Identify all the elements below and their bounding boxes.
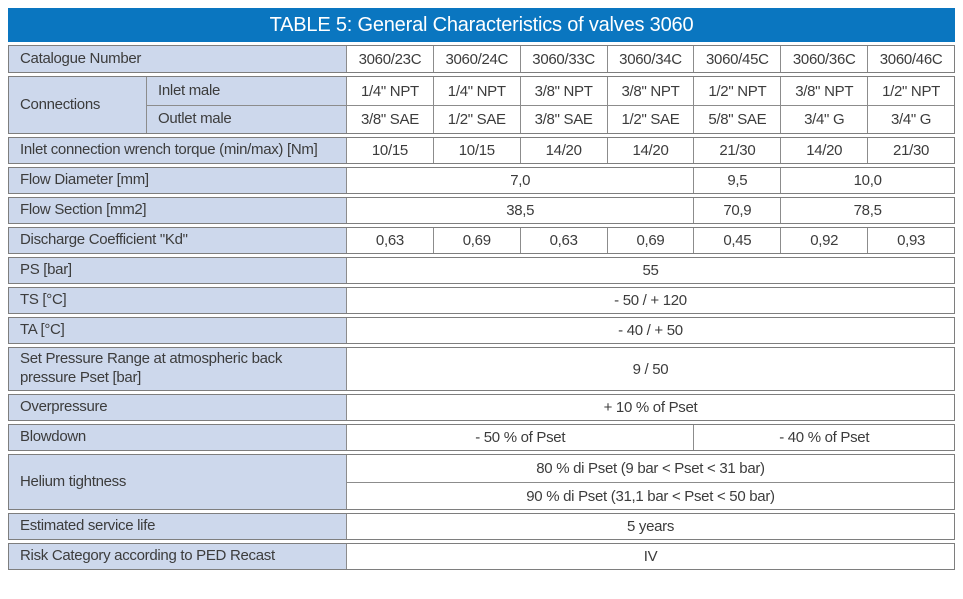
connections-label: Connections xyxy=(9,77,146,133)
flow-diameter-value: 10,0 xyxy=(780,168,954,193)
discharge-coefficient-value: 0,63 xyxy=(346,228,433,253)
outlet-male-value: 3/4" G xyxy=(867,105,954,133)
ta-value: - 40 / + 50 xyxy=(346,318,954,343)
catalogue-value: 3060/36C xyxy=(780,46,868,72)
ta-label: TA [°C] xyxy=(9,318,346,343)
row-wrench-torque: Inlet connection wrench torque (min/max)… xyxy=(8,137,955,164)
discharge-coefficient-value: 0,93 xyxy=(867,228,954,253)
row-set-pressure-range: Set Pressure Range at atmospheric back p… xyxy=(8,347,955,391)
wrench-torque-value: 14/20 xyxy=(519,138,607,163)
ps-label: PS [bar] xyxy=(9,258,346,283)
row-flow-diameter: Flow Diameter [mm] 7,0 9,5 10,0 xyxy=(8,167,955,194)
helium-tightness-label: Helium tightness xyxy=(9,455,346,509)
row-helium-tightness: Helium tightness 80 % di Pset (9 bar < P… xyxy=(8,454,955,510)
catalogue-value: 3060/46C xyxy=(867,46,954,72)
row-risk-category: Risk Category according to PED Recast IV xyxy=(8,543,955,570)
row-catalogue-number: Catalogue Number 3060/23C 3060/24C 3060/… xyxy=(8,45,955,73)
set-pressure-range-label: Set Pressure Range at atmospheric back p… xyxy=(9,348,346,390)
catalogue-number-label: Catalogue Number xyxy=(9,46,346,72)
blowdown-value: - 50 % of Pset xyxy=(346,425,694,450)
risk-category-value: IV xyxy=(346,544,954,569)
estimated-service-life-value: 5 years xyxy=(346,514,954,539)
inlet-male-value: 1/2" NPT xyxy=(693,77,781,105)
flow-diameter-value: 7,0 xyxy=(346,168,694,193)
row-flow-section: Flow Section [mm2] 38,5 70,9 78,5 xyxy=(8,197,955,224)
catalogue-value: 3060/34C xyxy=(606,46,694,72)
row-ts: TS [°C] - 50 / + 120 xyxy=(8,287,955,314)
catalogue-value: 3060/23C xyxy=(346,46,433,72)
outlet-male-value: 3/8" SAE xyxy=(519,105,607,133)
inlet-male-value: 1/4" NPT xyxy=(432,77,520,105)
risk-category-label: Risk Category according to PED Recast xyxy=(9,544,346,569)
discharge-coefficient-value: 0,63 xyxy=(519,228,607,253)
flow-section-value: 70,9 xyxy=(693,198,781,223)
ps-value: 55 xyxy=(346,258,954,283)
outlet-male-value: 1/2" SAE xyxy=(432,105,520,133)
row-ps: PS [bar] 55 xyxy=(8,257,955,284)
outlet-male-value: 3/8" SAE xyxy=(346,105,433,133)
wrench-torque-value: 14/20 xyxy=(780,138,868,163)
outlet-male-value: 3/4" G xyxy=(780,105,868,133)
catalogue-value: 3060/45C xyxy=(693,46,781,72)
row-blowdown: Blowdown - 50 % of Pset - 40 % of Pset xyxy=(8,424,955,451)
row-connections: Connections Inlet male 1/4" NPT 1/4" NPT… xyxy=(8,76,955,134)
helium-tightness-value: 90 % di Pset (31,1 bar < Pset < 50 bar) xyxy=(346,482,954,509)
flow-diameter-label: Flow Diameter [mm] xyxy=(9,168,346,193)
row-discharge-coefficient: Discharge Coefficient "Kd" 0,63 0,69 0,6… xyxy=(8,227,955,254)
helium-tightness-value: 80 % di Pset (9 bar < Pset < 31 bar) xyxy=(346,455,954,482)
discharge-coefficient-label: Discharge Coefficient "Kd" xyxy=(9,228,346,253)
catalogue-value: 3060/33C xyxy=(519,46,607,72)
discharge-coefficient-value: 0,69 xyxy=(606,228,694,253)
wrench-torque-value: 21/30 xyxy=(867,138,954,163)
wrench-torque-value: 14/20 xyxy=(606,138,694,163)
flow-section-value: 38,5 xyxy=(346,198,694,223)
outlet-male-label: Outlet male xyxy=(146,105,346,133)
overpressure-value: + 10 % of Pset xyxy=(346,395,954,420)
table-title: TABLE 5: General Characteristics of valv… xyxy=(8,8,955,42)
ts-label: TS [°C] xyxy=(9,288,346,313)
catalogue-value: 3060/24C xyxy=(432,46,520,72)
row-ta: TA [°C] - 40 / + 50 xyxy=(8,317,955,344)
wrench-torque-label: Inlet connection wrench torque (min/max)… xyxy=(9,138,346,163)
inlet-male-label: Inlet male xyxy=(146,77,346,105)
overpressure-label: Overpressure xyxy=(9,395,346,420)
blowdown-label: Blowdown xyxy=(9,425,346,450)
wrench-torque-value: 21/30 xyxy=(693,138,781,163)
flow-section-label: Flow Section [mm2] xyxy=(9,198,346,223)
characteristics-table: TABLE 5: General Characteristics of valv… xyxy=(8,8,955,573)
wrench-torque-value: 10/15 xyxy=(346,138,433,163)
flow-section-value: 78,5 xyxy=(780,198,954,223)
inlet-male-value: 3/8" NPT xyxy=(780,77,868,105)
discharge-coefficient-value: 0,92 xyxy=(780,228,868,253)
inlet-male-value: 1/4" NPT xyxy=(346,77,433,105)
blowdown-value: - 40 % of Pset xyxy=(693,425,954,450)
wrench-torque-value: 10/15 xyxy=(432,138,520,163)
row-estimated-service-life: Estimated service life 5 years xyxy=(8,513,955,540)
flow-diameter-value: 9,5 xyxy=(693,168,781,193)
set-pressure-range-value: 9 / 50 xyxy=(346,348,954,390)
estimated-service-life-label: Estimated service life xyxy=(9,514,346,539)
inlet-male-value: 3/8" NPT xyxy=(519,77,607,105)
discharge-coefficient-value: 0,69 xyxy=(432,228,520,253)
row-overpressure: Overpressure + 10 % of Pset xyxy=(8,394,955,421)
outlet-male-value: 1/2" SAE xyxy=(606,105,694,133)
outlet-male-value: 5/8" SAE xyxy=(693,105,781,133)
inlet-male-value: 1/2" NPT xyxy=(867,77,954,105)
ts-value: - 50 / + 120 xyxy=(346,288,954,313)
inlet-male-value: 3/8" NPT xyxy=(606,77,694,105)
discharge-coefficient-value: 0,45 xyxy=(693,228,781,253)
